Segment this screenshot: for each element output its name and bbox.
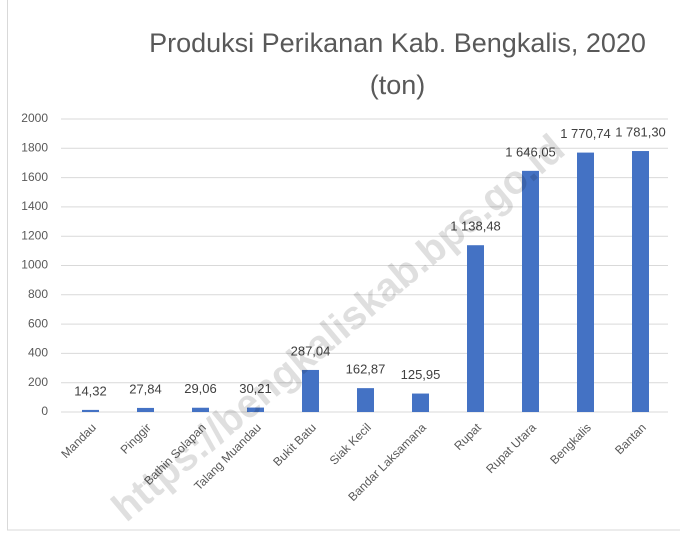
data-label: 1 138,48 xyxy=(450,219,501,234)
data-label: 1 781,30 xyxy=(615,124,666,139)
x-tick-label: Bengkalis xyxy=(547,420,594,467)
y-tick-label: 1400 xyxy=(21,199,48,213)
bar xyxy=(467,245,484,412)
data-label: 27,84 xyxy=(129,381,162,396)
data-label: 1 770,74 xyxy=(560,126,611,141)
data-label: 29,06 xyxy=(184,381,217,396)
data-label: 1 646,05 xyxy=(505,144,556,159)
x-tick-label: Mandau xyxy=(58,420,99,461)
data-label: 162,87 xyxy=(346,362,386,377)
bar xyxy=(577,152,594,412)
data-label: 125,95 xyxy=(401,367,441,382)
y-tick-label: 2000 xyxy=(21,111,48,125)
bar xyxy=(357,388,374,412)
watermark: https://bengkaliskab.bps.go.id xyxy=(104,126,573,530)
data-label: 30,21 xyxy=(239,381,272,396)
y-tick-label: 0 xyxy=(41,404,48,418)
bar xyxy=(192,407,209,412)
y-tick-label: 1200 xyxy=(21,228,48,242)
x-tick-label: Bukit Batu xyxy=(270,420,319,469)
x-tick-label: Pinggir xyxy=(118,420,154,456)
y-tick-label: 200 xyxy=(28,375,48,389)
bar xyxy=(632,151,649,412)
y-tick-label: 800 xyxy=(28,287,48,301)
y-tick-label: 1600 xyxy=(21,170,48,184)
x-tick-label: Rupat Utara xyxy=(483,420,539,476)
y-tick-label: 600 xyxy=(28,316,48,330)
bar xyxy=(302,369,319,412)
bar xyxy=(82,409,99,412)
chart-title: Produksi Perikanan Kab. Bengkalis, 2020 … xyxy=(149,28,646,100)
data-label: 287,04 xyxy=(291,343,331,358)
y-tick-label: 400 xyxy=(28,346,48,360)
x-tick-label: Bantan xyxy=(612,420,649,457)
bar xyxy=(522,170,539,412)
y-tick-label: 1800 xyxy=(21,140,48,154)
chart-border xyxy=(7,0,680,531)
y-tick-label: 1000 xyxy=(21,258,48,272)
bar xyxy=(137,407,154,412)
x-tick-label: Rupat xyxy=(451,420,484,453)
bar xyxy=(247,407,264,412)
x-tick-label: Siak Kecil xyxy=(327,420,374,467)
bar xyxy=(412,393,429,412)
data-label: 14,32 xyxy=(74,383,107,398)
